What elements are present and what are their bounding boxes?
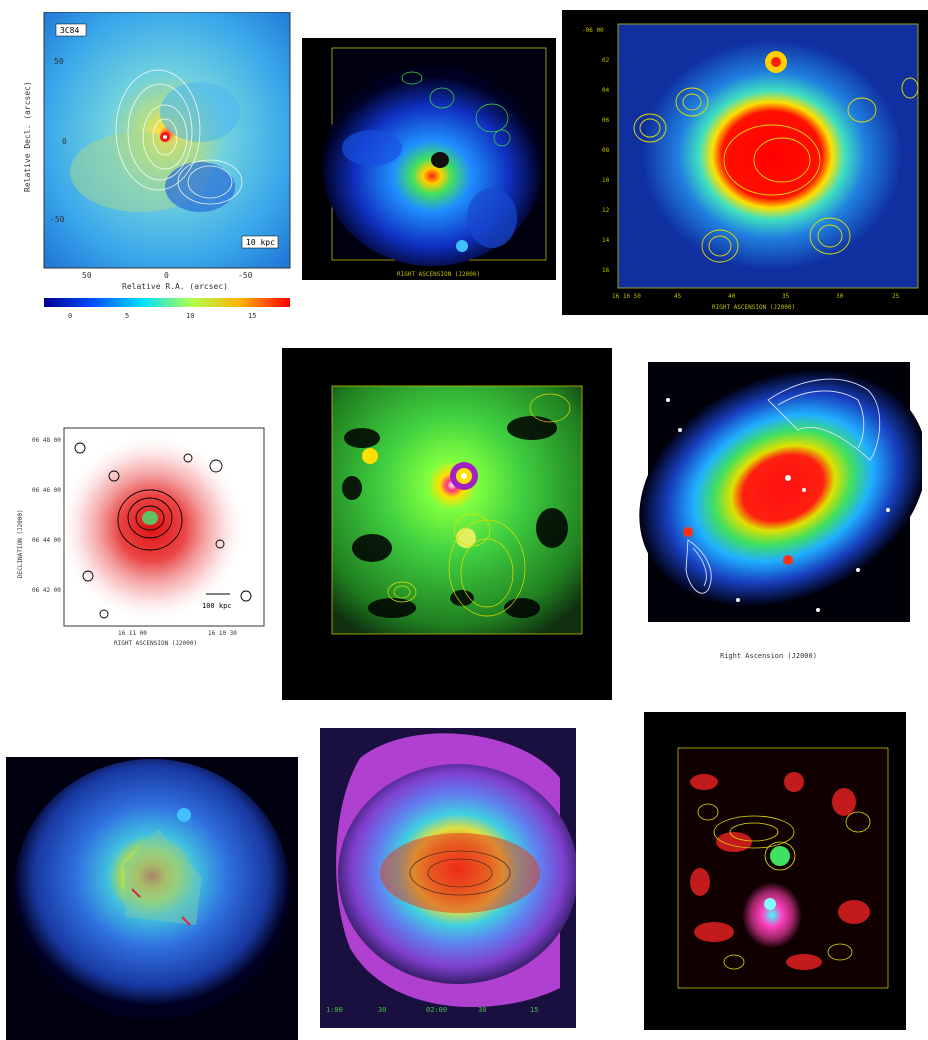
colorbar-tick: 5 xyxy=(125,312,129,320)
xtick: 02:00 xyxy=(426,1006,447,1014)
ytick: 08 xyxy=(602,147,610,154)
panel-cluster-3: -06 00 02 04 06 08 10 12 14 16 16 16 50 … xyxy=(562,10,928,315)
contours xyxy=(685,378,881,594)
panel-1-figure: 3C84 10 kpc 50 0 -50 50 0 -50 Relative R… xyxy=(23,12,291,320)
xtick: 40 xyxy=(728,293,736,300)
ytick: 04 xyxy=(602,87,610,94)
colorbar xyxy=(44,298,290,307)
xtick: 45 xyxy=(674,293,682,300)
panel-cluster-4: 100 kpc 06 48 00 06 46 00 06 44 00 06 42… xyxy=(10,418,275,650)
contours xyxy=(409,850,511,896)
y-axis-label: Relative Decl. (arcsec) xyxy=(23,81,32,192)
xtick: 1:00 xyxy=(326,1006,343,1014)
ytick: 14 xyxy=(602,237,610,244)
panel-5-figure xyxy=(331,385,583,635)
ytick: 06 42 00 xyxy=(32,587,61,594)
xtick: 25 xyxy=(892,293,900,300)
ytick: 10 xyxy=(602,177,610,184)
xtick: 35 xyxy=(782,293,790,300)
x-axis-label: RIGHT ASCENSION (J2000) xyxy=(114,640,197,647)
colorbar-tick: 0 xyxy=(68,312,72,320)
contours xyxy=(401,71,511,147)
xtick: 15 xyxy=(530,1006,538,1014)
panel-2-figure: RIGHT ASCENSION (J2000) xyxy=(322,47,547,278)
contours xyxy=(633,77,919,263)
source-id-label: 3C84 xyxy=(60,26,79,35)
contours xyxy=(115,69,243,205)
colorbar-tick: 10 xyxy=(186,312,194,320)
ytick: 02 xyxy=(602,57,610,64)
xtick: 16 16 50 xyxy=(612,293,641,300)
ytick: 50 xyxy=(54,57,64,66)
scalebar-label: 100 kpc xyxy=(202,602,232,610)
panel-6-figure: Right Ascension (J2000) xyxy=(639,362,922,660)
panel-cluster-5 xyxy=(282,348,612,700)
xtick: 50 xyxy=(82,271,92,280)
ytick: 12 xyxy=(602,207,610,214)
xtick: 30 xyxy=(478,1006,486,1014)
contours xyxy=(697,803,871,970)
xtick: 30 xyxy=(378,1006,386,1014)
ytick: -06 00 xyxy=(582,27,604,34)
ytick: 0 xyxy=(62,137,67,146)
y-axis-label: DECLINATION (J2000) xyxy=(17,509,24,578)
contours xyxy=(387,393,571,617)
xtick: 16 10 30 xyxy=(208,630,237,637)
ytick: 06 xyxy=(602,117,610,124)
panel-9-figure xyxy=(677,747,889,989)
ytick: 16 xyxy=(602,267,610,274)
contours xyxy=(74,442,252,619)
xtick: 30 xyxy=(836,293,844,300)
panel-7-figure xyxy=(14,759,290,1019)
xtick: 0 xyxy=(164,271,169,280)
xtick: -50 xyxy=(238,271,253,280)
ytick: 06 48 00 xyxy=(32,437,61,444)
panel-cluster-8: 1:00 30 02:00 30 15 xyxy=(320,728,576,1028)
x-axis-label: Right Ascension (J2000) xyxy=(720,652,817,660)
ytick: -50 xyxy=(50,215,65,224)
ytick: 06 44 00 xyxy=(32,537,61,544)
ytick: 06 46 00 xyxy=(32,487,61,494)
panel-cluster-7 xyxy=(6,757,298,1040)
panel-cluster-6: Right Ascension (J2000) xyxy=(608,360,922,662)
colorbar-tick: 15 xyxy=(248,312,256,320)
x-axis-label: RIGHT ASCENSION (J2000) xyxy=(397,271,480,278)
x-axis-label: RIGHT ASCENSION (J2000) xyxy=(712,304,795,311)
panel-8-figure: 1:00 30 02:00 30 15 xyxy=(326,733,576,1014)
xtick: 16 11 00 xyxy=(118,630,147,637)
x-axis-label: Relative R.A. (arcsec) xyxy=(122,282,228,291)
panel-4-figure: 100 kpc 06 48 00 06 46 00 06 44 00 06 42… xyxy=(17,427,265,647)
scalebar-label: 10 kpc xyxy=(246,238,275,247)
panel-3-figure: -06 00 02 04 06 08 10 12 14 16 16 16 50 … xyxy=(582,23,919,311)
panel-cluster-2: RIGHT ASCENSION (J2000) xyxy=(302,38,556,280)
panel-cluster-9 xyxy=(644,712,906,1030)
panel-cluster-1: 3C84 10 kpc 50 0 -50 50 0 -50 Relative R… xyxy=(10,12,300,324)
